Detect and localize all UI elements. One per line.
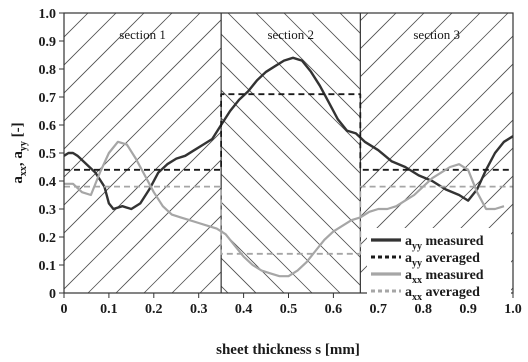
legend-label: axx measured xyxy=(405,268,484,286)
hatch-line xyxy=(221,201,313,293)
section-hatch-1 xyxy=(0,13,222,293)
hatch-line xyxy=(64,131,222,290)
hatch-line xyxy=(64,13,173,122)
y-axis-title-sub-xx: xx xyxy=(18,166,29,176)
y-tick-label: 0.3 xyxy=(39,203,57,218)
y-axis-title-a: a xyxy=(10,176,26,184)
hatch-line xyxy=(311,13,361,62)
x-tick-label: 0.9 xyxy=(459,302,477,317)
section-label-2: section 2 xyxy=(267,27,314,42)
hatch-line xyxy=(64,103,222,262)
hatch-line xyxy=(360,13,453,106)
series-a-xx-measured xyxy=(64,140,505,278)
hatch-line xyxy=(87,159,222,293)
section-label-3: section 3 xyxy=(413,27,460,42)
x-tick-label: 0.3 xyxy=(190,302,208,317)
hatch-line xyxy=(360,91,513,246)
hatch-line xyxy=(64,13,117,66)
x-tick-label: 0.7 xyxy=(370,302,388,317)
axis-ticks: 0 0.1 0.2 0.3 0.4 0.5 0.6 0.7 0.8 0.9 1.0 0 0.1 0.2 0.… xyxy=(39,7,522,317)
hatch-line xyxy=(360,13,425,78)
section-label-1: section 1 xyxy=(119,27,166,42)
x-tick-label: 0.2 xyxy=(145,302,163,317)
y-axis-title-sub-yy: yy xyxy=(18,141,29,151)
x-tick-label: 0.6 xyxy=(325,302,343,317)
legend-label: axx averaged xyxy=(405,285,480,303)
legend-label: ayy averaged xyxy=(405,251,480,269)
hatch-line xyxy=(0,13,4,293)
hatch-line xyxy=(115,187,222,293)
hatch-line xyxy=(64,75,222,234)
hatch-line xyxy=(0,13,4,293)
y-tick-label: 0 xyxy=(49,287,56,302)
y-tick-label: 0.1 xyxy=(39,259,57,274)
hatch-line xyxy=(221,89,361,230)
series-a-xx-averaged xyxy=(64,185,513,255)
y-tick-label: 0.7 xyxy=(39,91,57,106)
hatch-line xyxy=(64,13,145,94)
hatch-line xyxy=(171,243,222,293)
y-tick-label: 0.5 xyxy=(39,147,57,162)
x-tick-label: 0 xyxy=(61,302,68,317)
y-axis-title: axx, ayy [-] xyxy=(10,122,29,183)
hatch-line xyxy=(360,35,513,190)
y-axis-title-comma: , a xyxy=(10,151,26,167)
hatch-line xyxy=(64,19,222,178)
x-tick-label: 0.1 xyxy=(100,302,118,317)
hatch-line xyxy=(221,229,285,293)
section-labels: section 1 section 2 section 3 xyxy=(119,27,460,42)
x-tick-label: 1.0 xyxy=(504,302,522,317)
hatch-line xyxy=(64,13,201,150)
hatch-line xyxy=(360,63,513,218)
y-tick-label: 0.9 xyxy=(39,35,57,50)
y-tick-label: 0.8 xyxy=(39,63,57,78)
y-axis-title-unit: [-] xyxy=(10,122,26,141)
hatch-line xyxy=(360,13,481,134)
y-tick-label: 0.4 xyxy=(39,175,57,190)
x-tick-label: 0.5 xyxy=(280,302,298,317)
hatch-line xyxy=(283,13,361,90)
series-a-yy-averaged xyxy=(64,93,513,171)
y-tick-label: 0.6 xyxy=(39,119,57,134)
hatch-line xyxy=(360,13,509,162)
series-layer xyxy=(64,56,513,278)
hatch-line xyxy=(221,33,361,174)
hatch-line xyxy=(221,117,361,258)
x-axis-title: sheet thickness s [mm] xyxy=(216,342,360,358)
hatch-line xyxy=(221,145,361,286)
x-tick-label: 0.8 xyxy=(414,302,432,317)
hatch-line xyxy=(221,61,361,202)
hatch-line xyxy=(143,215,222,293)
hatch-line xyxy=(0,13,4,293)
y-tick-label: 0.2 xyxy=(39,231,57,246)
y-tick-label: 1.0 xyxy=(39,7,57,22)
hatch-line xyxy=(64,47,222,206)
hatch-line xyxy=(227,13,361,146)
legend-label: ayy measured xyxy=(405,234,484,252)
hatch-line xyxy=(221,173,341,293)
x-tick-label: 0.4 xyxy=(235,302,253,317)
